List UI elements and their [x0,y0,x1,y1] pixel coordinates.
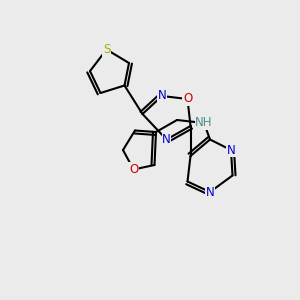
Text: O: O [129,163,138,176]
Text: N: N [226,143,236,157]
Text: S: S [103,43,110,56]
Text: N: N [158,89,166,103]
Text: O: O [183,92,192,106]
Text: NH: NH [195,116,213,130]
Text: N: N [162,133,171,146]
Text: N: N [206,185,214,199]
